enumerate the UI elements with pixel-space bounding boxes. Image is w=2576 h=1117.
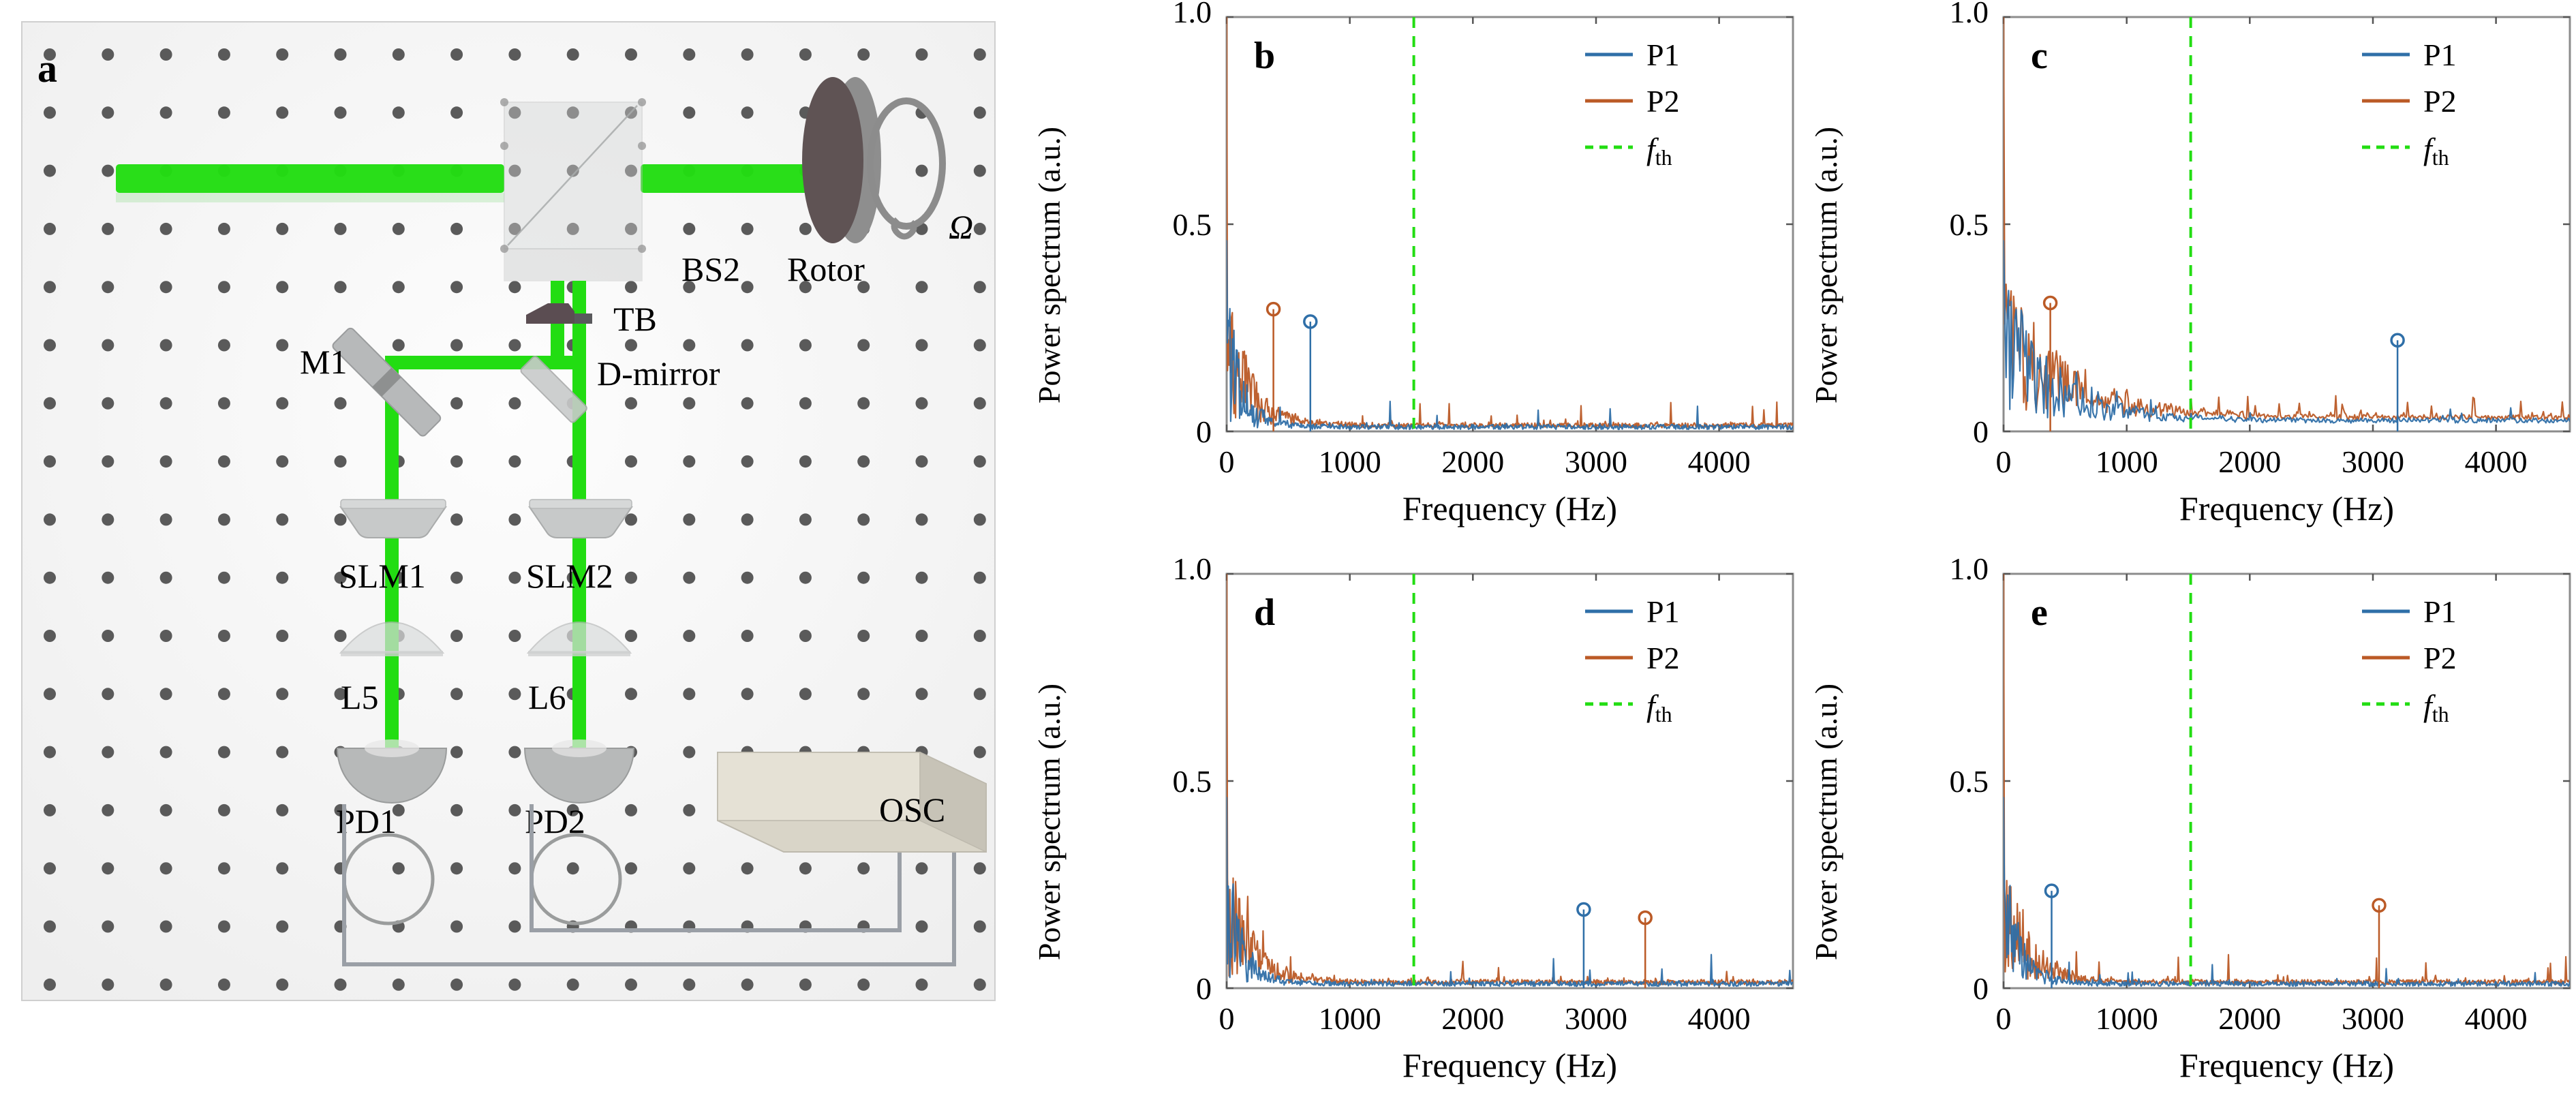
svg-text:P1: P1 bbox=[2423, 594, 2457, 629]
svg-text:c: c bbox=[2031, 35, 2048, 77]
svg-text:SLM2: SLM2 bbox=[526, 557, 613, 595]
svg-text:1000: 1000 bbox=[2096, 444, 2158, 479]
svg-text:TB: TB bbox=[613, 300, 657, 338]
svg-text:1.0: 1.0 bbox=[1950, 0, 1989, 29]
svg-text:d: d bbox=[1254, 592, 1275, 634]
svg-text:1.0: 1.0 bbox=[1173, 557, 1212, 586]
svg-text:0.5: 0.5 bbox=[1950, 764, 1989, 799]
svg-text:P2: P2 bbox=[1646, 641, 1680, 675]
svg-text:M1: M1 bbox=[300, 343, 347, 381]
svg-text:Frequency (Hz): Frequency (Hz) bbox=[2179, 1046, 2394, 1084]
svg-text:3000: 3000 bbox=[2342, 444, 2404, 479]
svg-text:2000: 2000 bbox=[2218, 444, 2281, 479]
svg-text:P2: P2 bbox=[2423, 641, 2457, 675]
svg-text:0: 0 bbox=[1219, 1001, 1235, 1036]
svg-text:0: 0 bbox=[1196, 414, 1212, 449]
svg-text:0.5: 0.5 bbox=[1173, 207, 1212, 242]
svg-text:2000: 2000 bbox=[1441, 444, 1504, 479]
svg-text:2000: 2000 bbox=[2218, 1001, 2281, 1036]
svg-text:Frequency (Hz): Frequency (Hz) bbox=[1402, 489, 1617, 527]
svg-text:Frequency (Hz): Frequency (Hz) bbox=[2179, 489, 2394, 527]
svg-text:0: 0 bbox=[1196, 971, 1212, 1006]
svg-text:3000: 3000 bbox=[2342, 1001, 2404, 1036]
svg-text:0: 0 bbox=[1973, 971, 1989, 1006]
svg-text:4000: 4000 bbox=[1688, 444, 1751, 479]
svg-text:SLM1: SLM1 bbox=[339, 557, 426, 595]
svg-text:Power spectrum (a.u.): Power spectrum (a.u.) bbox=[1809, 127, 1843, 403]
svg-text:P2: P2 bbox=[2423, 84, 2457, 119]
svg-text:1000: 1000 bbox=[2096, 1001, 2158, 1036]
svg-text:1.0: 1.0 bbox=[1173, 0, 1212, 29]
svg-text:Power spectrum (a.u.): Power spectrum (a.u.) bbox=[1032, 127, 1067, 403]
svg-text:Ω: Ω bbox=[949, 208, 973, 246]
svg-text:0: 0 bbox=[1219, 444, 1235, 479]
svg-text:0: 0 bbox=[1973, 414, 1989, 449]
svg-text:fth: fth bbox=[1646, 132, 1672, 170]
svg-text:Frequency (Hz): Frequency (Hz) bbox=[1402, 1046, 1617, 1084]
svg-text:0.5: 0.5 bbox=[1173, 764, 1212, 799]
svg-text:fth: fth bbox=[1646, 688, 1672, 726]
svg-text:a: a bbox=[37, 46, 57, 91]
svg-text:2000: 2000 bbox=[1441, 1001, 1504, 1036]
svg-text:Power spectrum (a.u.): Power spectrum (a.u.) bbox=[1809, 684, 1843, 960]
svg-text:4000: 4000 bbox=[1688, 1001, 1751, 1036]
svg-text:0: 0 bbox=[1996, 1001, 2012, 1036]
svg-text:Rotor: Rotor bbox=[787, 250, 865, 288]
svg-text:Power spectrum (a.u.): Power spectrum (a.u.) bbox=[1032, 684, 1067, 960]
svg-text:fth: fth bbox=[2423, 132, 2449, 170]
svg-text:P1: P1 bbox=[2423, 37, 2457, 72]
svg-text:0.5: 0.5 bbox=[1950, 207, 1989, 242]
svg-text:4000: 4000 bbox=[2465, 1001, 2528, 1036]
svg-text:BS2: BS2 bbox=[681, 250, 740, 288]
svg-text:b: b bbox=[1254, 35, 1275, 77]
svg-text:4000: 4000 bbox=[2465, 444, 2528, 479]
svg-text:1.0: 1.0 bbox=[1950, 557, 1989, 586]
svg-text:3000: 3000 bbox=[1565, 1001, 1627, 1036]
svg-text:1000: 1000 bbox=[1319, 444, 1381, 479]
svg-text:D-mirror: D-mirror bbox=[597, 354, 720, 393]
svg-text:OSC: OSC bbox=[879, 791, 945, 829]
svg-text:P1: P1 bbox=[1646, 37, 1680, 72]
svg-text:L5: L5 bbox=[341, 678, 379, 716]
svg-text:fth: fth bbox=[2423, 688, 2449, 726]
svg-text:0: 0 bbox=[1996, 444, 2012, 479]
svg-text:P2: P2 bbox=[1646, 84, 1680, 119]
svg-text:e: e bbox=[2031, 592, 2048, 634]
svg-text:L6: L6 bbox=[528, 678, 566, 716]
svg-text:P1: P1 bbox=[1646, 594, 1680, 629]
svg-text:1000: 1000 bbox=[1319, 1001, 1381, 1036]
svg-text:3000: 3000 bbox=[1565, 444, 1627, 479]
